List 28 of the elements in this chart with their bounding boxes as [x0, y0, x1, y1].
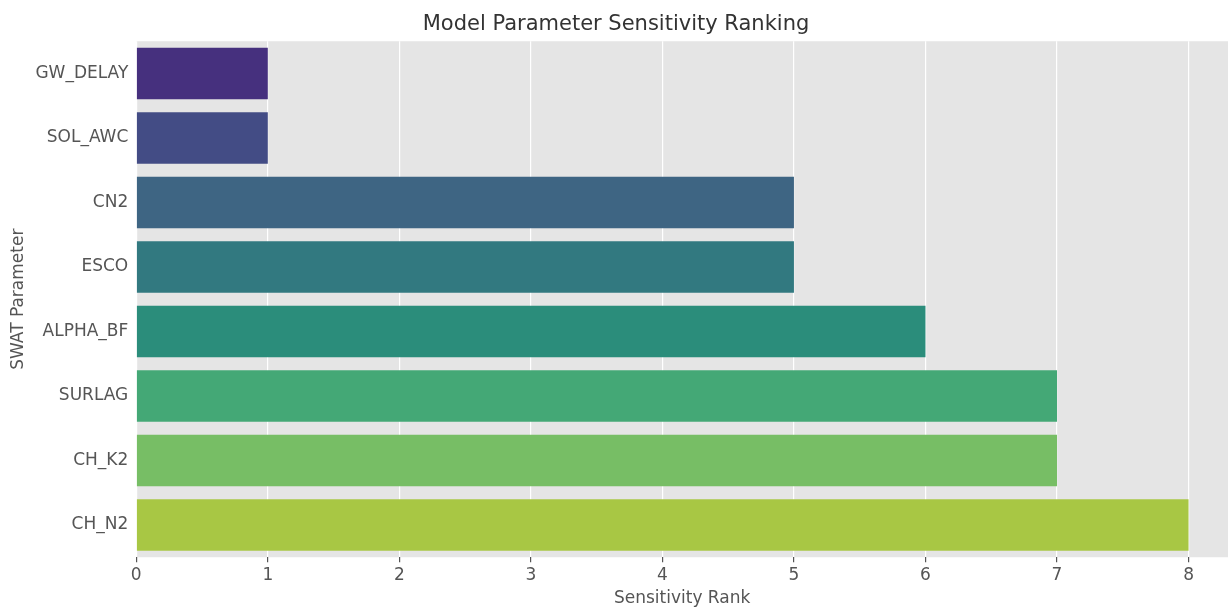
y-tick-label: SURLAG [58, 384, 129, 405]
x-axis-title: Sensitivity Rank [613, 587, 751, 608]
bar [136, 176, 794, 229]
x-tick-label: 5 [788, 563, 800, 584]
bar [136, 305, 926, 358]
y-tick-label: CH_N2 [71, 513, 129, 535]
x-tick-label: 8 [1183, 563, 1194, 584]
x-tick-label: 0 [130, 563, 142, 584]
x-tick-label: 4 [656, 563, 668, 584]
bar [136, 47, 268, 100]
x-tick-label: 7 [1051, 563, 1063, 584]
x-tick-label: 1 [262, 563, 274, 584]
bar [136, 241, 794, 293]
chart-title: Model Parameter Sensitivity Ranking [422, 11, 810, 36]
bar [136, 112, 268, 164]
x-tick-label: 3 [525, 563, 537, 584]
bar [136, 499, 1189, 551]
x-tick-label: 6 [920, 563, 931, 584]
y-tick-label: SOL_AWC [46, 126, 129, 148]
bar [136, 434, 1058, 487]
y-tick-label: CN2 [92, 190, 129, 211]
y-tick-label: CH_K2 [73, 448, 129, 470]
x-tick-label: 2 [393, 563, 405, 584]
y-tick-label: ESCO [81, 255, 129, 276]
bar [136, 370, 1058, 422]
y-axis-title: SWAT Parameter [6, 228, 27, 370]
y-tick-label: ALPHA_BF [42, 319, 129, 341]
y-tick-label: GW_DELAY [35, 61, 129, 83]
